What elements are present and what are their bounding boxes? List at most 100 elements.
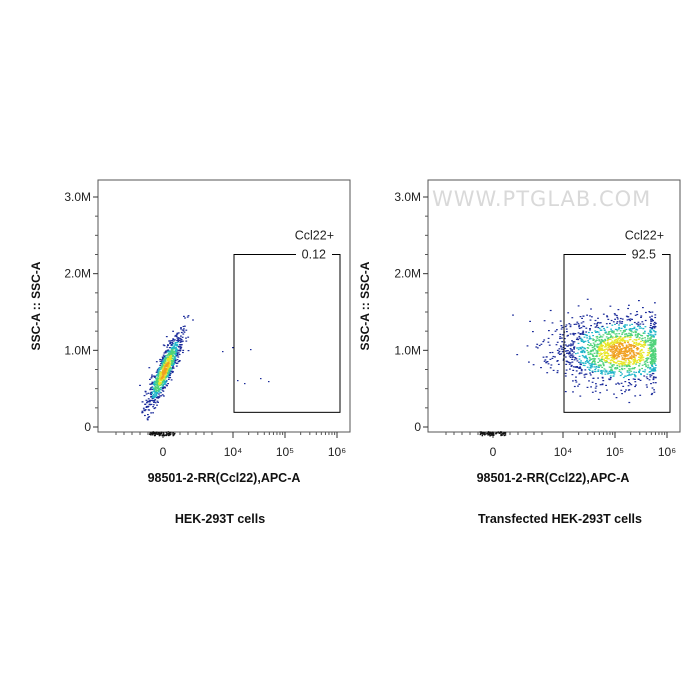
event-point bbox=[162, 432, 165, 434]
event-point bbox=[609, 350, 612, 352]
event-point bbox=[575, 358, 578, 360]
event-point bbox=[609, 361, 612, 363]
event-point bbox=[588, 356, 591, 358]
event-point bbox=[618, 364, 621, 366]
event-point bbox=[599, 364, 602, 366]
event-point bbox=[640, 352, 642, 354]
event-point bbox=[150, 412, 152, 414]
event-point bbox=[162, 383, 165, 385]
event-point bbox=[651, 327, 654, 329]
event-point bbox=[625, 375, 627, 377]
event-point bbox=[649, 350, 652, 352]
event-point bbox=[172, 361, 174, 363]
event-point bbox=[632, 344, 634, 346]
event-point bbox=[582, 321, 585, 323]
event-point bbox=[637, 344, 640, 346]
event-point bbox=[610, 336, 612, 338]
event-point bbox=[641, 337, 644, 339]
event-point bbox=[615, 338, 618, 340]
panel-hek293t: 01.0M2.0M3.0M 0 10⁴ 10⁵ 10⁶ Ccl22+0.12 SSC-… bbox=[29, 179, 351, 526]
event-point bbox=[641, 349, 643, 351]
event-point bbox=[639, 394, 642, 396]
event-point bbox=[650, 340, 653, 342]
event-point bbox=[634, 314, 637, 316]
event-point bbox=[648, 353, 651, 355]
event-point bbox=[611, 340, 614, 342]
event-point bbox=[181, 329, 184, 331]
event-point bbox=[629, 352, 631, 354]
event-point bbox=[624, 335, 626, 337]
event-point bbox=[637, 378, 640, 380]
event-point bbox=[172, 355, 174, 357]
event-point bbox=[619, 317, 622, 320]
event-point bbox=[153, 394, 156, 396]
event-point bbox=[569, 345, 572, 347]
event-point bbox=[627, 363, 630, 366]
event-point bbox=[171, 371, 174, 374]
event-point bbox=[489, 434, 491, 437]
event-point bbox=[634, 335, 637, 337]
event-point bbox=[498, 432, 500, 434]
event-point bbox=[618, 383, 621, 385]
event-point bbox=[624, 352, 626, 354]
event-point bbox=[167, 366, 170, 368]
event-point bbox=[626, 351, 629, 353]
event-point bbox=[620, 338, 622, 341]
event-point bbox=[608, 366, 611, 368]
event-point bbox=[618, 327, 621, 329]
event-point bbox=[165, 336, 168, 338]
event-point bbox=[175, 352, 178, 354]
gate-right: Ccl22+92.5 bbox=[563, 229, 671, 413]
event-point bbox=[167, 378, 170, 380]
event-point bbox=[160, 431, 163, 434]
event-point bbox=[176, 337, 179, 339]
event-point bbox=[174, 351, 176, 353]
event-point bbox=[599, 384, 602, 386]
event-point bbox=[591, 366, 593, 368]
event-point bbox=[609, 336, 612, 338]
event-point bbox=[616, 367, 619, 370]
event-point bbox=[152, 388, 155, 390]
event-point bbox=[150, 399, 153, 402]
event-point bbox=[644, 363, 647, 365]
event-point bbox=[173, 345, 176, 347]
event-point bbox=[598, 355, 601, 357]
event-point bbox=[647, 339, 649, 341]
event-point bbox=[571, 361, 574, 363]
event-point bbox=[636, 323, 639, 325]
event-point bbox=[168, 371, 171, 373]
event-point bbox=[173, 358, 175, 360]
event-point bbox=[588, 338, 591, 340]
event-point bbox=[182, 351, 184, 354]
event-point bbox=[141, 410, 144, 412]
event-point bbox=[489, 433, 491, 435]
event-point bbox=[594, 363, 597, 365]
event-point bbox=[599, 345, 602, 347]
event-point bbox=[147, 414, 149, 416]
event-point bbox=[633, 326, 636, 328]
event-point bbox=[618, 353, 621, 355]
event-point bbox=[549, 352, 552, 354]
event-point bbox=[168, 359, 171, 361]
event-point bbox=[591, 381, 594, 383]
event-point bbox=[222, 351, 224, 353]
event-point bbox=[177, 338, 179, 340]
event-point bbox=[167, 350, 170, 352]
event-point bbox=[594, 362, 596, 364]
event-point bbox=[153, 397, 156, 399]
event-point bbox=[589, 364, 592, 366]
event-point bbox=[607, 338, 610, 340]
event-point bbox=[176, 353, 179, 355]
event-point bbox=[593, 363, 596, 366]
event-point bbox=[584, 361, 587, 363]
event-point bbox=[179, 341, 182, 343]
event-point bbox=[161, 356, 164, 358]
event-point bbox=[623, 354, 625, 356]
event-point bbox=[652, 335, 655, 337]
event-point bbox=[588, 335, 591, 337]
event-point bbox=[638, 371, 640, 373]
event-point bbox=[640, 348, 643, 351]
event-point bbox=[169, 433, 171, 436]
event-point bbox=[591, 371, 594, 373]
event-point bbox=[564, 375, 567, 377]
